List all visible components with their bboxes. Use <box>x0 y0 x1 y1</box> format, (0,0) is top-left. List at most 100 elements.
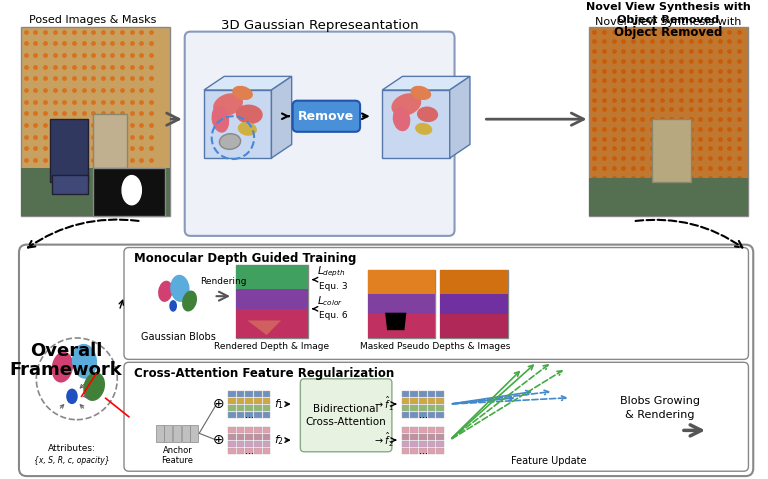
Polygon shape <box>271 76 292 158</box>
Bar <box>419 434 426 440</box>
Ellipse shape <box>51 352 73 383</box>
Ellipse shape <box>72 344 97 379</box>
Text: Blobs Growing
& Rendering: Blobs Growing & Rendering <box>620 397 700 420</box>
Ellipse shape <box>122 176 141 205</box>
Bar <box>237 448 244 454</box>
Bar <box>402 412 409 418</box>
Bar <box>254 434 262 440</box>
Bar <box>237 434 244 440</box>
Bar <box>254 448 262 454</box>
Bar <box>263 434 270 440</box>
Bar <box>263 448 270 454</box>
Bar <box>246 412 253 418</box>
Bar <box>402 441 409 447</box>
Text: Gaussian Blobs: Gaussian Blobs <box>141 332 215 342</box>
Text: $\rightarrow\hat{f}_2$: $\rightarrow\hat{f}_2$ <box>372 431 394 449</box>
Text: Object Removed: Object Removed <box>614 26 723 39</box>
Text: $\oplus$: $\oplus$ <box>212 433 224 447</box>
Text: $L_{depth}$: $L_{depth}$ <box>316 265 345 279</box>
Bar <box>21 27 170 217</box>
Bar <box>436 398 444 404</box>
Bar <box>263 412 270 418</box>
Bar <box>402 434 409 440</box>
Bar <box>236 265 308 289</box>
Bar <box>246 441 253 447</box>
Text: {x, S, R, c, opacity}: {x, S, R, c, opacity} <box>34 456 110 465</box>
Bar <box>236 265 308 338</box>
Bar <box>402 405 409 411</box>
Bar <box>419 391 426 397</box>
Text: Posed Images & Masks: Posed Images & Masks <box>29 15 157 25</box>
Bar <box>410 405 418 411</box>
Text: $\rightarrow\hat{f}_1$: $\rightarrow\hat{f}_1$ <box>372 395 394 413</box>
Bar <box>440 314 508 338</box>
Bar <box>263 441 270 447</box>
Bar <box>436 405 444 411</box>
Bar <box>228 398 236 404</box>
Bar <box>156 424 164 442</box>
Text: $f_2$: $f_2$ <box>274 433 284 447</box>
Bar <box>410 427 418 433</box>
Ellipse shape <box>182 291 197 311</box>
Text: $\oplus$: $\oplus$ <box>212 397 224 411</box>
Bar <box>410 412 418 418</box>
Ellipse shape <box>238 122 257 136</box>
Text: Attributes:: Attributes: <box>48 445 96 453</box>
Ellipse shape <box>417 106 438 122</box>
Bar <box>436 441 444 447</box>
Bar <box>410 391 418 397</box>
Bar <box>410 448 418 454</box>
Text: Bidirectional
Cross-Attention: Bidirectional Cross-Attention <box>306 404 386 427</box>
Text: Remove: Remove <box>298 110 355 123</box>
Bar <box>402 398 409 404</box>
Bar <box>237 398 244 404</box>
Polygon shape <box>385 313 406 330</box>
Bar <box>419 412 426 418</box>
FancyBboxPatch shape <box>19 245 753 476</box>
Bar <box>436 412 444 418</box>
Bar <box>263 398 270 404</box>
Bar <box>410 441 418 447</box>
Ellipse shape <box>415 123 432 135</box>
Bar <box>419 441 426 447</box>
Bar <box>254 412 262 418</box>
Bar <box>93 114 127 168</box>
Text: ...: ... <box>245 445 254 456</box>
Text: Masked Pseudo Depths & Images: Masked Pseudo Depths & Images <box>360 342 511 351</box>
Text: Rendered Depth & Image: Rendered Depth & Image <box>214 342 329 351</box>
Ellipse shape <box>83 372 105 401</box>
Bar <box>428 441 435 447</box>
Bar <box>652 119 690 182</box>
Text: 3D Gaussian Represeantation: 3D Gaussian Represeantation <box>221 19 419 32</box>
Bar <box>428 448 435 454</box>
Ellipse shape <box>232 86 253 100</box>
Bar <box>419 405 426 411</box>
Bar <box>402 448 409 454</box>
Bar <box>402 391 409 397</box>
Ellipse shape <box>392 107 410 131</box>
Bar <box>246 434 253 440</box>
Text: $L_{color}$: $L_{color}$ <box>316 294 343 308</box>
Bar <box>254 391 262 397</box>
Polygon shape <box>247 320 281 335</box>
Bar <box>164 424 172 442</box>
Text: ...: ... <box>419 410 428 420</box>
FancyBboxPatch shape <box>124 362 749 471</box>
Ellipse shape <box>214 93 243 116</box>
Bar <box>419 398 426 404</box>
Bar <box>436 434 444 440</box>
Bar <box>368 294 435 314</box>
Bar <box>50 119 88 182</box>
FancyBboxPatch shape <box>300 379 392 452</box>
Bar <box>254 405 262 411</box>
Ellipse shape <box>220 134 240 149</box>
Bar <box>410 434 418 440</box>
Bar <box>263 427 270 433</box>
Bar <box>236 289 308 309</box>
Ellipse shape <box>211 106 229 133</box>
Bar <box>246 398 253 404</box>
Bar <box>228 391 236 397</box>
Bar <box>237 391 244 397</box>
Bar <box>173 424 180 442</box>
Bar <box>182 424 190 442</box>
